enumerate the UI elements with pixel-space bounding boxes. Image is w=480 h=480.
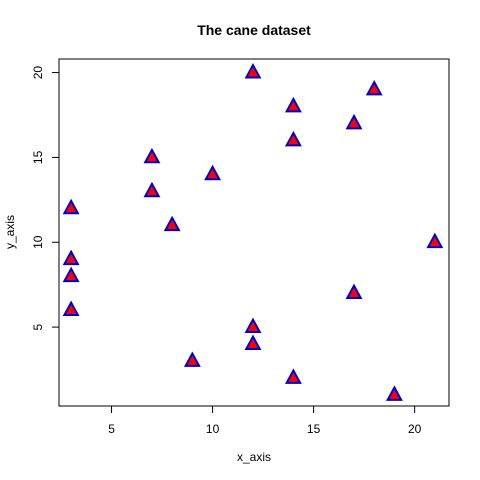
data-point-triangle (163, 215, 181, 232)
y-tick-label: 15 (31, 150, 45, 164)
data-point-triangle (62, 198, 80, 215)
x-tick-label: 20 (408, 422, 422, 436)
chart-title: The cane dataset (197, 22, 311, 38)
data-point-triangle (345, 283, 363, 300)
x-tick-label: 10 (206, 422, 220, 436)
plot-frame (58, 58, 450, 407)
y-tick-label: 10 (31, 235, 45, 249)
data-point-triangle (244, 62, 262, 79)
data-point-triangle (62, 300, 80, 317)
x-axis-label: x_axis (237, 450, 271, 464)
y-tick-label: 20 (31, 66, 45, 80)
data-point-triangle (284, 368, 302, 384)
x-tick-label: 5 (108, 422, 115, 436)
y-axis: 5 10 15 20 (31, 66, 59, 330)
x-axis: 5 10 15 20 (108, 406, 422, 436)
data-point-triangle (244, 334, 262, 350)
data-point-triangle (386, 385, 403, 401)
data-point-triangle (62, 249, 80, 266)
data-point-triangle (183, 351, 201, 367)
data-point-triangle (284, 96, 302, 113)
data-point-triangle (244, 317, 262, 333)
data-point-triangle (426, 232, 444, 249)
data-point-triangle (365, 79, 383, 96)
y-axis-label: y_axis (3, 215, 17, 249)
x-tick-label: 15 (307, 422, 321, 436)
data-point-triangle (345, 113, 363, 130)
data-point-triangle (62, 266, 80, 283)
data-point-triangle (284, 130, 302, 147)
data-point-triangle (143, 147, 161, 164)
data-points (62, 62, 444, 401)
y-tick-label: 5 (31, 323, 45, 330)
data-point-triangle (143, 181, 161, 198)
data-point-triangle (204, 164, 222, 181)
